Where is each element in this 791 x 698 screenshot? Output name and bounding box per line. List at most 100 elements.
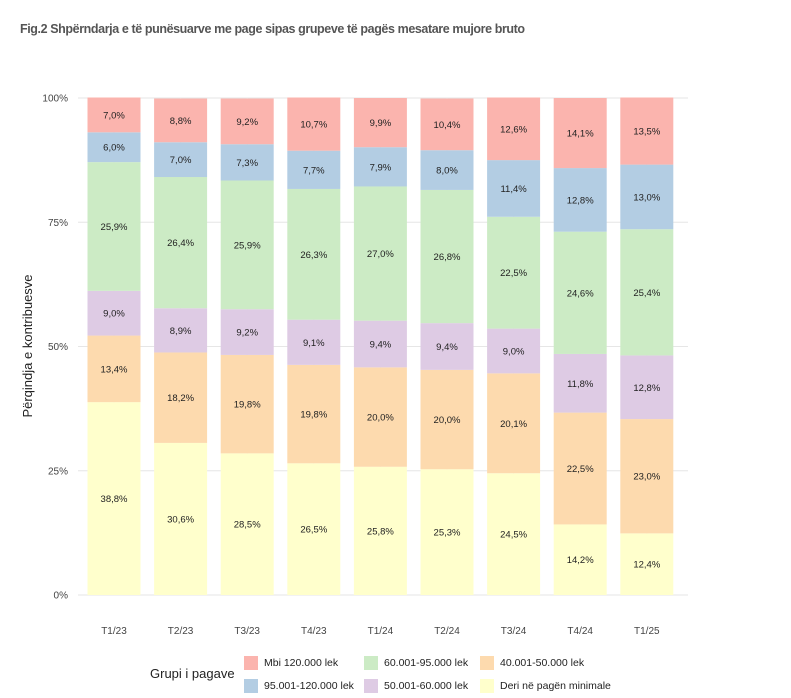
data-label: 9,0% [103,309,125,320]
data-label: 12,6% [500,124,527,135]
data-label: 9,2% [236,328,258,339]
data-label: 6,0% [103,143,125,154]
data-label: 8,9% [170,326,192,337]
legend-label: 40.001-50.000 lek [500,657,585,669]
bars: 38,8% 13,4% 9,0% 25,9% 6,0% 7,0% 30,6% 18,2% 8,9… [87,97,674,595]
data-label: 9,4% [370,340,392,351]
bar-segment [287,188,341,320]
data-label: 7,7% [303,165,325,176]
bar-segment [620,229,674,356]
data-label: 18,2% [167,393,194,404]
legend-label: 60.001-95.000 lek [384,657,469,669]
bar-segment [154,177,208,309]
legend-item-50001-60000: 50.001-60.000 lek [364,677,468,695]
data-label: 13,5% [633,127,660,138]
bar-segment [353,320,407,368]
bar-segment [420,189,474,324]
bar-segment [220,354,274,454]
legend-label: Mbi 120.000 lek [264,657,339,669]
data-label: 12,4% [633,560,660,571]
data-label: 9,2% [236,117,258,128]
x-tick-label: T3/23 [234,626,260,637]
legend-label: 95.001-120.000 lek [264,680,354,692]
bar-segment [553,353,607,413]
bar-segment [154,98,208,143]
legend-swatch [244,656,258,670]
bar-segment [553,98,607,169]
legend-item-mbi-120000: Mbi 120.000 lek [244,654,338,672]
bar-segment [154,352,208,443]
legend-title: Grupi i pagave [150,666,235,681]
data-label: 9,4% [436,342,458,353]
bar-segment [620,419,674,534]
data-label: 10,7% [300,120,327,131]
bar-segment [220,98,274,145]
bar-segment [220,453,274,595]
data-label: 19,8% [300,410,327,421]
x-axis-ticks: T1/23 T2/23 T3/23 T4/23 T1/24 T2/24 T3/24 T4/24… [101,626,660,637]
data-label: 13,4% [101,364,128,375]
bar-segment [220,144,274,181]
bar-segment [620,533,674,595]
bar-segment [154,308,208,353]
bar-segment [353,186,407,321]
x-tick-label: T2/23 [168,626,194,637]
bar-segment [620,355,674,420]
bar-segment [353,466,407,595]
data-label: 23,0% [633,472,660,483]
data-label: 26,5% [300,525,327,536]
bar-segment [220,309,274,355]
data-label: 11,4% [500,184,527,195]
data-label: 7,3% [236,158,258,169]
y-tick-label: 100% [42,94,68,105]
y-axis-label: Përqindja e kontribuesve [20,274,35,417]
legend-label: 50.001-60.000 lek [384,680,469,692]
data-label: 27,0% [367,249,394,260]
data-label: 14,2% [567,555,594,566]
bar-segment [353,98,407,148]
x-tick-label: T4/23 [301,626,327,637]
y-tick-label: 75% [48,218,68,229]
bar-segment [220,180,274,310]
data-label: 9,1% [303,338,325,349]
data-label: 7,0% [103,110,125,121]
data-label: 12,8% [567,195,594,206]
data-label: 26,4% [167,238,194,249]
data-label: 25,3% [434,528,461,539]
bar-segment [553,168,607,232]
bar-segment [553,231,607,354]
data-label: 12,8% [633,383,660,394]
bar-segment [353,147,407,187]
x-tick-label: T4/24 [567,626,593,637]
bar-segment [87,335,141,403]
data-label: 38,8% [101,494,128,505]
bar-segment [620,164,674,230]
bar-segment [553,412,607,525]
bar-segment [487,473,541,595]
bar-segment [487,373,541,474]
data-label: 9,9% [370,118,392,129]
y-tick-label: 25% [48,466,68,477]
legend-item-95001-120000: 95.001-120.000 lek [244,677,354,695]
bar-segment [420,150,474,190]
data-label: 13,0% [633,192,660,203]
x-tick-label: T1/23 [101,626,127,637]
data-label: 25,8% [367,526,394,537]
legend-item-60001-95000: 60.001-95.000 lek [364,654,468,672]
data-label: 25,9% [101,222,128,233]
legend-swatch [480,679,494,693]
x-tick-label: T1/24 [368,626,394,637]
data-label: 24,5% [500,530,527,541]
data-label: 22,5% [567,464,594,475]
bar-segment [287,97,341,151]
data-label: 25,9% [234,240,261,251]
bar-segment [553,524,607,595]
x-tick-label: T1/25 [634,626,660,637]
y-tick-label: 50% [48,342,68,353]
bar-segment [420,323,474,370]
bar-segment [287,364,341,464]
x-tick-label: T3/24 [501,626,527,637]
data-label: 7,0% [170,155,192,166]
bar-segment [87,97,141,133]
bar-segment [154,142,208,178]
